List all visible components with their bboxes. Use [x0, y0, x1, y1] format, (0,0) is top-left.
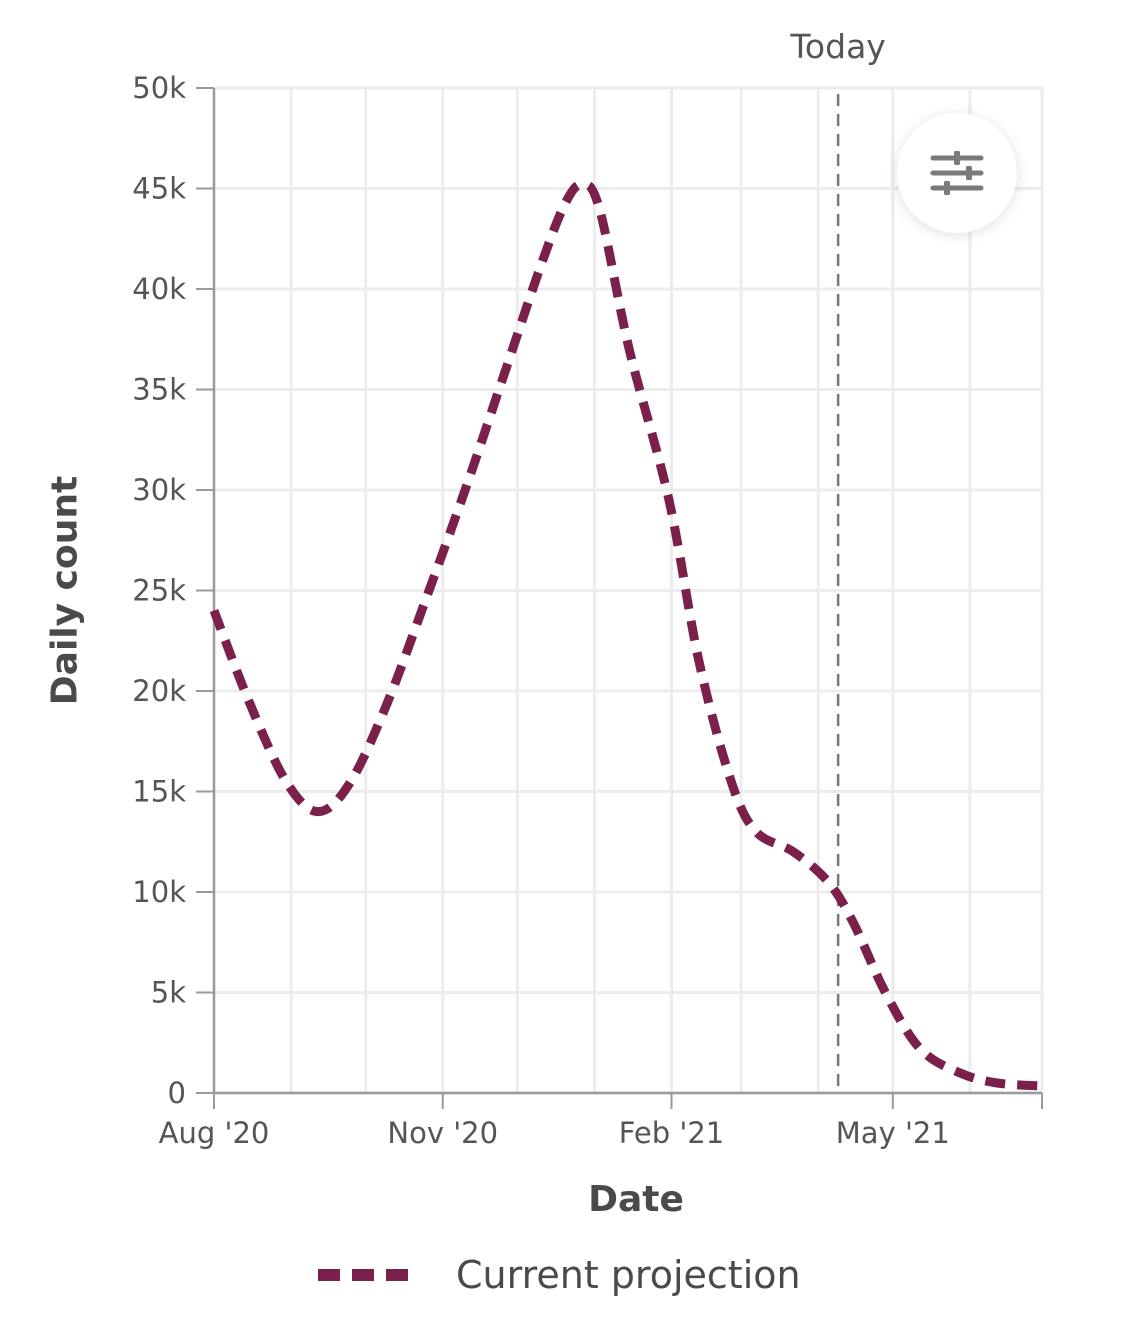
- chart-settings-button[interactable]: [897, 113, 1017, 233]
- y-tick-label: 50k: [132, 71, 186, 105]
- y-tick-label: 10k: [132, 875, 186, 909]
- sliders-icon: [930, 151, 984, 195]
- y-axis-title: Daily count: [45, 476, 86, 705]
- legend[interactable]: Current projection: [318, 1253, 801, 1297]
- x-axis-title: Date: [588, 1179, 684, 1220]
- series-line-current-projection: [209, 180, 1043, 1091]
- series-lines: [209, 180, 1043, 1091]
- legend-swatch-dash: [318, 1269, 340, 1281]
- today-label: Today: [789, 27, 885, 66]
- legend-swatch-dash: [352, 1269, 374, 1281]
- legend-swatch-dash: [386, 1269, 408, 1281]
- y-tick-label: 45k: [132, 172, 186, 206]
- x-tick-label: May '21: [836, 1116, 950, 1150]
- x-tick-label: Aug '20: [159, 1116, 270, 1150]
- y-tick-label: 5k: [151, 976, 186, 1010]
- slider-knob: [966, 166, 972, 180]
- y-tick-label: 0: [168, 1076, 186, 1110]
- slider-knob: [954, 151, 960, 165]
- axes: 0 5k 10k 15k 20k 25k 30k 35k 40k 45k 50k Aug '20 Nov…: [132, 71, 1043, 1150]
- x-tick-label: Feb '21: [619, 1116, 724, 1150]
- slider-knob: [944, 181, 950, 195]
- gridlines: [214, 86, 1044, 1095]
- today-marker: Today: [789, 27, 886, 1093]
- y-tick-label: 40k: [132, 272, 186, 306]
- y-tick-label: 15k: [132, 775, 186, 809]
- legend-swatch: [318, 1269, 408, 1281]
- y-tick-label: 35k: [132, 373, 186, 407]
- x-tick-label: Nov '20: [387, 1116, 498, 1150]
- legend-label-current-projection: Current projection: [456, 1253, 801, 1297]
- y-tick-label: 20k: [132, 674, 186, 708]
- y-tick-label: 30k: [132, 473, 186, 507]
- y-tick-label: 25k: [132, 574, 186, 608]
